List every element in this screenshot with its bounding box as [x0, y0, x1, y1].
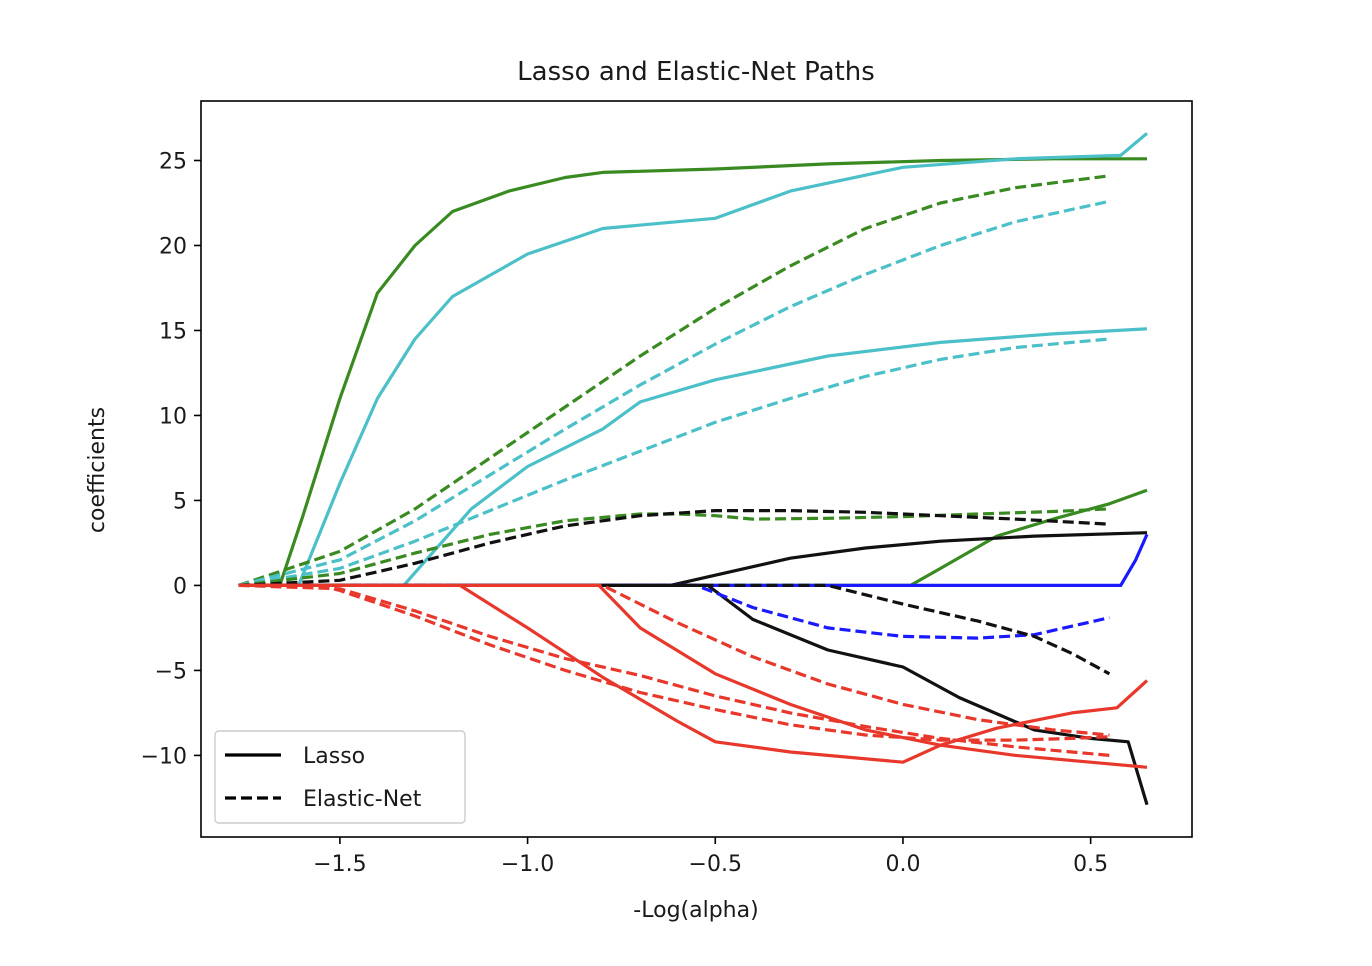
chart-title: Lasso and Elastic-Net Paths [517, 57, 875, 87]
legend: Lasso Elastic-Net [214, 730, 466, 824]
plot-frame [200, 100, 1193, 838]
axis-ticks: −1.5 −1.0 −0.5 0.0 0.5 25 20 15 10 5 0 −5 −10 [141, 149, 1109, 877]
x-tick-label: −0.5 [689, 852, 742, 877]
elastic-net-path-cyan-11 [238, 337, 1110, 587]
y-tick-label: 5 [173, 489, 187, 514]
y-tick-label: 0 [173, 574, 187, 599]
y-tick-label: −10 [141, 744, 187, 769]
elastic-net-path-red-18 [238, 583, 1110, 742]
elastic-net-path-red-17 [238, 583, 1110, 737]
x-tick-label: 0.5 [1073, 852, 1108, 877]
elastic-net-path-green-9 [237, 174, 1110, 587]
y-tick-label: 25 [159, 149, 187, 174]
elastic-net-path-green-12 [238, 507, 1110, 587]
lasso-path-red-7 [238, 583, 1149, 764]
elastic-net-path-black-13 [238, 509, 1110, 587]
x-tick-label: −1.5 [313, 852, 366, 877]
lasso-path-cyan-2 [238, 327, 1148, 587]
y-axis-label: coefficients [85, 407, 110, 533]
lasso-path-red-8 [238, 583, 1148, 769]
y-tick-label: 10 [159, 404, 187, 429]
x-tick-label: 0.0 [885, 852, 920, 877]
lasso-path-black-6 [238, 583, 1149, 806]
elastic-net-path-red-16 [238, 583, 1110, 757]
legend-label-solid: Lasso [303, 744, 365, 769]
x-tick-label: −1.0 [501, 852, 554, 877]
lasso-path-green-0 [238, 157, 1147, 587]
elastic-net-path-black-15 [238, 583, 1111, 676]
y-tick-label: 15 [159, 319, 187, 344]
y-tick-label: 20 [159, 234, 187, 259]
legend-label-dashed: Elastic-Net [303, 787, 422, 812]
lasso-path-cyan-1 [238, 132, 1149, 587]
x-axis-label: -Log(alpha) [633, 898, 758, 923]
lasso-path-black-4 [238, 531, 1148, 587]
plot-area [237, 132, 1149, 806]
y-tick-label: −5 [155, 659, 187, 684]
